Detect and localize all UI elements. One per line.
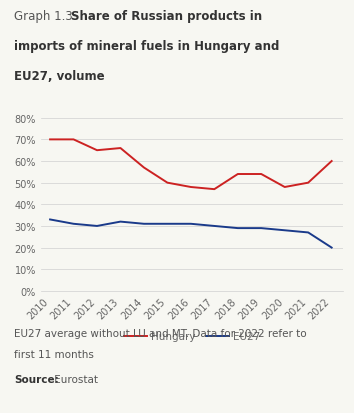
Text: Graph 1.3:: Graph 1.3:	[14, 10, 81, 23]
Text: EU27 average without LU and MT. Data for 2022 refer to: EU27 average without LU and MT. Data for…	[14, 328, 307, 338]
Legend: Hungary, EU27: Hungary, EU27	[120, 328, 264, 346]
Text: Share of Russian products in: Share of Russian products in	[71, 10, 262, 23]
Text: Eurostat: Eurostat	[51, 374, 98, 384]
Text: EU27, volume: EU27, volume	[14, 70, 105, 83]
Text: imports of mineral fuels in Hungary and: imports of mineral fuels in Hungary and	[14, 40, 280, 53]
Text: Source:: Source:	[14, 374, 59, 384]
Text: first 11 months: first 11 months	[14, 349, 94, 359]
